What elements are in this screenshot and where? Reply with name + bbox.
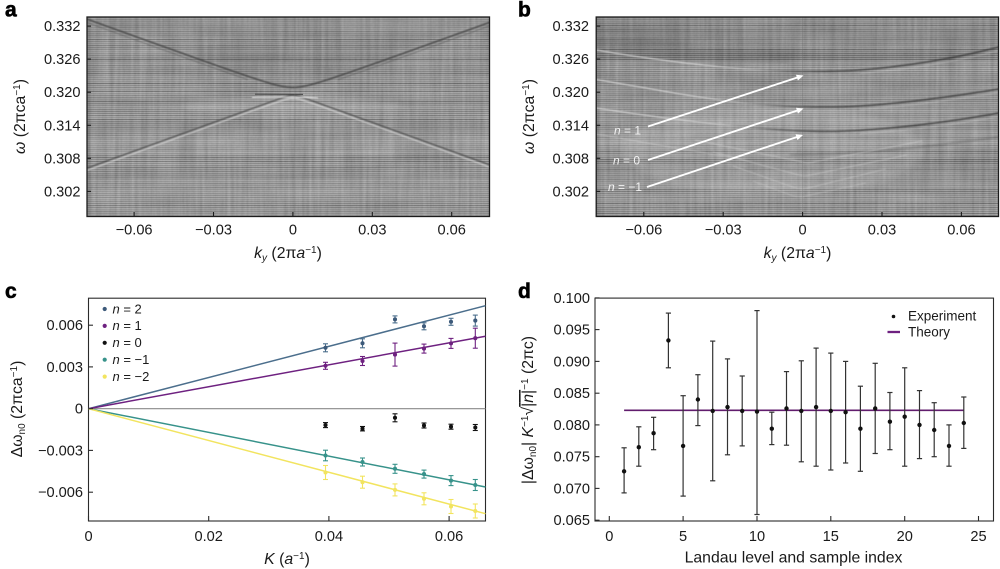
svg-text:b: b [518,0,531,22]
svg-text:0.075: 0.075 [553,450,590,466]
svg-text:−0.06: −0.06 [116,223,153,239]
svg-text:ky (2πa−1): ky (2πa−1) [254,245,322,264]
svg-text:0.314: 0.314 [552,118,589,134]
svg-text:15: 15 [823,529,839,545]
svg-text:0.03: 0.03 [868,223,896,239]
svg-text:Experiment: Experiment [908,309,977,324]
svg-text:−0.03: −0.03 [705,223,742,239]
svg-text:|Δωn0| K−1√|n|−1 (2πc): |Δωn0| K−1√|n|−1 (2πc) [520,336,539,484]
svg-text:0.065: 0.065 [553,513,590,529]
svg-text:n = −2: n = −2 [113,369,150,384]
svg-text:n = 2: n = 2 [113,301,142,316]
svg-text:0.326: 0.326 [552,52,589,68]
svg-text:−0.003: −0.003 [38,443,83,459]
svg-text:0.085: 0.085 [553,386,590,402]
svg-text:0.332: 0.332 [44,19,81,35]
svg-text:n = −1: n = −1 [608,180,642,194]
svg-text:0.090: 0.090 [553,354,590,370]
svg-text:0.03: 0.03 [358,223,386,239]
svg-text:0.314: 0.314 [44,118,81,134]
svg-text:n = 1: n = 1 [113,318,142,333]
svg-text:n = 0: n = 0 [113,335,142,350]
svg-text:0.332: 0.332 [552,19,589,35]
svg-text:ky (2πa−1): ky (2πa−1) [764,245,832,264]
svg-text:0.070: 0.070 [553,481,590,497]
svg-text:20: 20 [897,529,913,545]
svg-text:0: 0 [799,223,807,239]
svg-text:ω (2πca−1): ω (2πca−1) [12,79,29,154]
svg-text:0: 0 [605,529,613,545]
svg-text:n = −1: n = −1 [113,352,150,367]
svg-text:0: 0 [75,402,83,418]
svg-text:0.100: 0.100 [553,291,590,307]
svg-text:5: 5 [679,529,687,545]
svg-text:Theory: Theory [908,325,950,340]
svg-text:Landau level and sample index: Landau level and sample index [685,550,903,567]
svg-text:0: 0 [289,223,297,239]
svg-text:0.06: 0.06 [435,529,463,545]
svg-text:0.006: 0.006 [46,318,83,334]
svg-text:0.302: 0.302 [552,184,589,200]
svg-text:−0.006: −0.006 [38,485,83,501]
svg-text:ω (2πca−1): ω (2πca−1) [521,79,538,154]
svg-text:0.02: 0.02 [194,529,222,545]
svg-text:0.06: 0.06 [437,223,465,239]
svg-text:−0.03: −0.03 [195,223,232,239]
svg-text:c: c [5,280,17,303]
svg-text:10: 10 [749,529,765,545]
svg-text:0.04: 0.04 [315,529,343,545]
svg-text:0: 0 [84,529,92,545]
svg-text:0.302: 0.302 [44,184,81,200]
svg-text:a: a [5,0,17,22]
svg-text:0.080: 0.080 [553,418,590,434]
svg-text:0.06: 0.06 [947,223,975,239]
svg-text:0.320: 0.320 [44,85,81,101]
svg-text:25: 25 [970,529,986,545]
svg-text:0.320: 0.320 [552,85,589,101]
svg-text:−0.06: −0.06 [625,223,662,239]
svg-text:0.308: 0.308 [552,151,589,167]
svg-text:0.326: 0.326 [44,52,81,68]
svg-text:n = 1: n = 1 [614,124,641,138]
svg-text:0.003: 0.003 [46,360,83,376]
svg-text:0.095: 0.095 [553,323,590,339]
svg-text:d: d [518,280,531,303]
svg-text:0.308: 0.308 [44,151,81,167]
svg-text:n = 0: n = 0 [613,154,640,168]
